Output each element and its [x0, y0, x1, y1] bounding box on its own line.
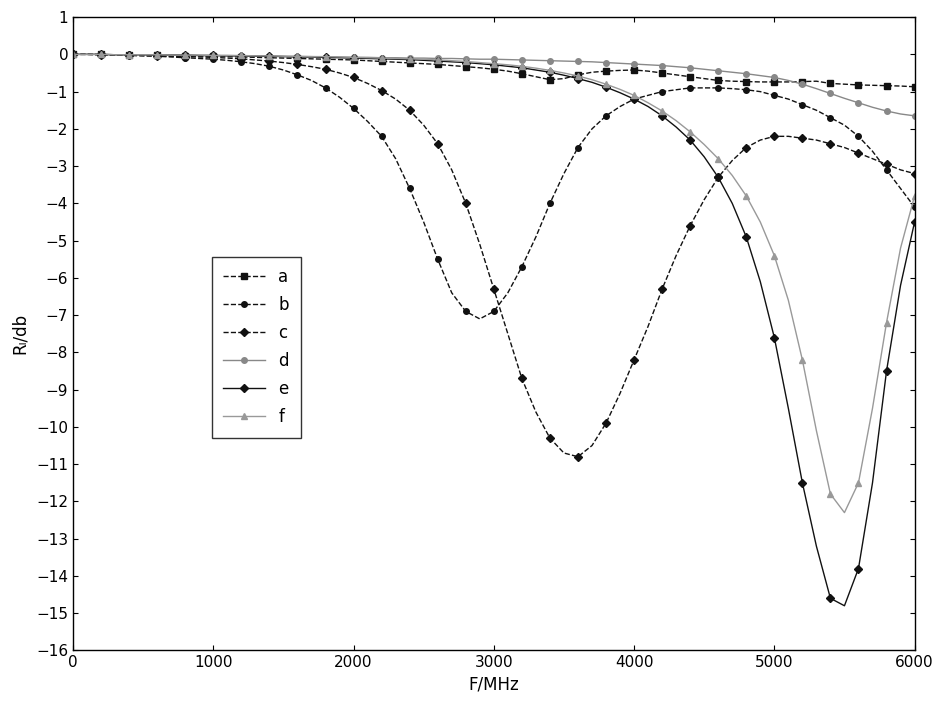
d [515, 56, 527, 64]
b [67, 50, 78, 59]
f [67, 50, 78, 59]
f [796, 355, 807, 364]
e [572, 74, 583, 82]
f [572, 72, 583, 80]
a [263, 54, 275, 62]
d [362, 53, 373, 61]
a [908, 82, 919, 91]
a [515, 70, 527, 78]
b [530, 233, 541, 241]
e [263, 52, 275, 61]
Line: d: d [70, 51, 917, 118]
Y-axis label: Rₗ/db: Rₗ/db [11, 313, 29, 355]
f [235, 51, 246, 60]
d [908, 111, 919, 120]
f [263, 51, 275, 60]
Line: c: c [70, 51, 917, 460]
f [908, 192, 919, 200]
b [810, 106, 821, 114]
b [235, 58, 246, 66]
f [515, 62, 527, 70]
c [362, 79, 373, 87]
X-axis label: F/MHz: F/MHz [468, 676, 518, 694]
a [796, 78, 807, 86]
d [796, 80, 807, 88]
Line: b: b [70, 51, 917, 321]
b [362, 117, 373, 125]
Line: a: a [70, 51, 917, 90]
d [67, 50, 78, 59]
a [235, 53, 246, 61]
f [838, 508, 850, 517]
c [67, 50, 78, 59]
f [362, 54, 373, 62]
c [572, 453, 583, 461]
e [67, 50, 78, 59]
Line: e: e [70, 51, 917, 608]
c [515, 374, 527, 383]
b [585, 125, 597, 133]
d [263, 52, 275, 61]
a [67, 50, 78, 59]
d [235, 51, 246, 60]
Line: f: f [70, 51, 917, 515]
d [572, 57, 583, 66]
a [362, 56, 373, 65]
c [908, 169, 919, 178]
e [838, 601, 850, 610]
b [908, 203, 919, 212]
b [263, 62, 275, 70]
c [235, 54, 246, 63]
Legend: a, b, c, d, e, f: a, b, c, d, e, f [211, 257, 300, 438]
e [515, 63, 527, 72]
e [235, 51, 246, 60]
e [908, 218, 919, 226]
a [572, 70, 583, 79]
c [263, 57, 275, 66]
c [585, 441, 597, 450]
c [810, 136, 821, 145]
b [474, 314, 485, 323]
e [362, 54, 373, 63]
e [796, 479, 807, 487]
